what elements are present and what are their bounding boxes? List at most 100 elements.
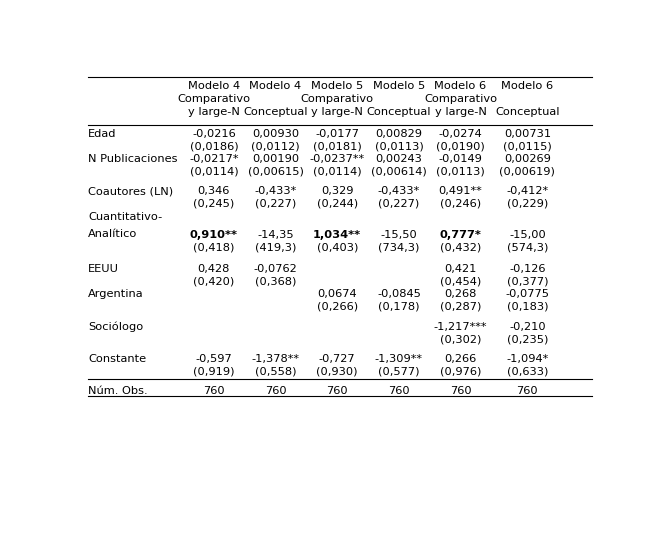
Text: -1,217***: -1,217*** — [434, 322, 487, 331]
Text: 760: 760 — [388, 386, 410, 396]
Text: (0,183): (0,183) — [507, 302, 548, 312]
Text: (0,0113): (0,0113) — [436, 167, 485, 176]
Text: (0,432): (0,432) — [440, 243, 481, 252]
Text: 760: 760 — [326, 386, 348, 396]
Text: (0,287): (0,287) — [440, 302, 481, 312]
Text: (419,3): (419,3) — [255, 243, 296, 252]
Text: Sociólogo: Sociólogo — [88, 322, 143, 332]
Text: (0,0114): (0,0114) — [313, 167, 361, 176]
Text: Conceptual: Conceptual — [367, 107, 431, 118]
Text: (0,00614): (0,00614) — [371, 167, 427, 176]
Text: (0,403): (0,403) — [316, 243, 358, 252]
Text: (0,0190): (0,0190) — [436, 141, 485, 151]
Text: -14,35: -14,35 — [257, 230, 294, 240]
Text: -0,412*: -0,412* — [507, 186, 548, 196]
Text: -0,0149: -0,0149 — [439, 154, 483, 164]
Text: y large-N: y large-N — [312, 107, 363, 118]
Text: Comparativo: Comparativo — [177, 94, 251, 103]
Text: (0,418): (0,418) — [193, 243, 235, 252]
Text: Coautores (LN): Coautores (LN) — [88, 186, 173, 196]
Text: 0,00190: 0,00190 — [252, 154, 299, 164]
Text: Modelo 4: Modelo 4 — [249, 81, 302, 91]
Text: (0,377): (0,377) — [507, 277, 548, 287]
Text: -0,0845: -0,0845 — [377, 289, 421, 299]
Text: 760: 760 — [450, 386, 471, 396]
Text: -0,0274: -0,0274 — [439, 129, 483, 139]
Text: 0,0674: 0,0674 — [318, 289, 357, 299]
Text: 760: 760 — [265, 386, 286, 396]
Text: (0,0181): (0,0181) — [313, 141, 361, 151]
Text: -1,309**: -1,309** — [375, 354, 423, 364]
Text: y large-N: y large-N — [188, 107, 240, 118]
Text: 0,777*: 0,777* — [440, 230, 481, 240]
Text: 0,00243: 0,00243 — [375, 154, 422, 164]
Text: (0,00619): (0,00619) — [499, 167, 556, 176]
Text: Constante: Constante — [88, 354, 146, 364]
Text: (0,227): (0,227) — [255, 199, 296, 209]
Text: (0,235): (0,235) — [507, 334, 548, 344]
Text: (0,266): (0,266) — [317, 302, 358, 312]
Text: 0,00829: 0,00829 — [375, 129, 422, 139]
Text: -0,0762: -0,0762 — [254, 264, 298, 274]
Text: (0,976): (0,976) — [440, 367, 481, 376]
Text: 0,00269: 0,00269 — [504, 154, 551, 164]
Text: N Publicaciones: N Publicaciones — [88, 154, 178, 164]
Text: -0,210: -0,210 — [509, 322, 546, 331]
Text: (0,454): (0,454) — [440, 277, 481, 287]
Text: (0,0113): (0,0113) — [375, 141, 423, 151]
Text: -0,0216: -0,0216 — [192, 129, 236, 139]
Text: (0,302): (0,302) — [440, 334, 481, 344]
Text: Modelo 6: Modelo 6 — [434, 81, 487, 91]
Text: (0,577): (0,577) — [378, 367, 420, 376]
Text: (0,229): (0,229) — [507, 199, 548, 209]
Text: Comparativo: Comparativo — [424, 94, 497, 103]
Text: y large-N: y large-N — [435, 107, 487, 118]
Text: (0,0114): (0,0114) — [190, 167, 238, 176]
Text: -0,0237**: -0,0237** — [310, 154, 365, 164]
Text: (0,558): (0,558) — [255, 367, 296, 376]
Text: (0,00615): (0,00615) — [247, 167, 304, 176]
Text: Comparativo: Comparativo — [300, 94, 374, 103]
Text: -0,0217*: -0,0217* — [189, 154, 239, 164]
Text: -0,0177: -0,0177 — [315, 129, 359, 139]
Text: 0,910**: 0,910** — [190, 230, 238, 240]
Text: 0,346: 0,346 — [198, 186, 230, 196]
Text: Modelo 5: Modelo 5 — [311, 81, 363, 91]
Text: (0,420): (0,420) — [194, 277, 235, 287]
Text: (574,3): (574,3) — [507, 243, 548, 252]
Text: (0,245): (0,245) — [194, 199, 235, 209]
Text: -0,433*: -0,433* — [378, 186, 420, 196]
Text: (0,227): (0,227) — [379, 199, 420, 209]
Text: -0,727: -0,727 — [319, 354, 355, 364]
Text: Analítico: Analítico — [88, 229, 137, 239]
Text: (0,0112): (0,0112) — [251, 141, 300, 151]
Text: 0,428: 0,428 — [198, 264, 230, 274]
Text: Modelo 6: Modelo 6 — [501, 81, 554, 91]
Text: -0,597: -0,597 — [196, 354, 232, 364]
Text: 1,034**: 1,034** — [313, 230, 361, 240]
Text: EEUU: EEUU — [88, 264, 119, 274]
Text: (0,0115): (0,0115) — [503, 141, 552, 151]
Text: Argentina: Argentina — [88, 289, 144, 299]
Text: 760: 760 — [203, 386, 225, 396]
Text: Núm. Obs.: Núm. Obs. — [88, 386, 148, 396]
Text: (0,368): (0,368) — [255, 277, 296, 287]
Text: (0,178): (0,178) — [378, 302, 420, 312]
Text: (0,244): (0,244) — [317, 199, 358, 209]
Text: Modelo 5: Modelo 5 — [373, 81, 425, 91]
Text: 0,00930: 0,00930 — [252, 129, 299, 139]
Text: (0,919): (0,919) — [193, 367, 235, 376]
Text: 0,421: 0,421 — [444, 264, 477, 274]
Text: 0,268: 0,268 — [444, 289, 477, 299]
Text: -15,50: -15,50 — [381, 230, 417, 240]
Text: -0,433*: -0,433* — [255, 186, 296, 196]
Text: -1,094*: -1,094* — [507, 354, 548, 364]
Text: (0,0186): (0,0186) — [190, 141, 238, 151]
Text: Conceptual: Conceptual — [495, 107, 560, 118]
Text: 0,329: 0,329 — [321, 186, 353, 196]
Text: 0,00731: 0,00731 — [504, 129, 551, 139]
Text: (734,3): (734,3) — [378, 243, 420, 252]
Text: -0,0775: -0,0775 — [505, 289, 550, 299]
Text: (0,930): (0,930) — [316, 367, 358, 376]
Text: (0,633): (0,633) — [507, 367, 548, 376]
